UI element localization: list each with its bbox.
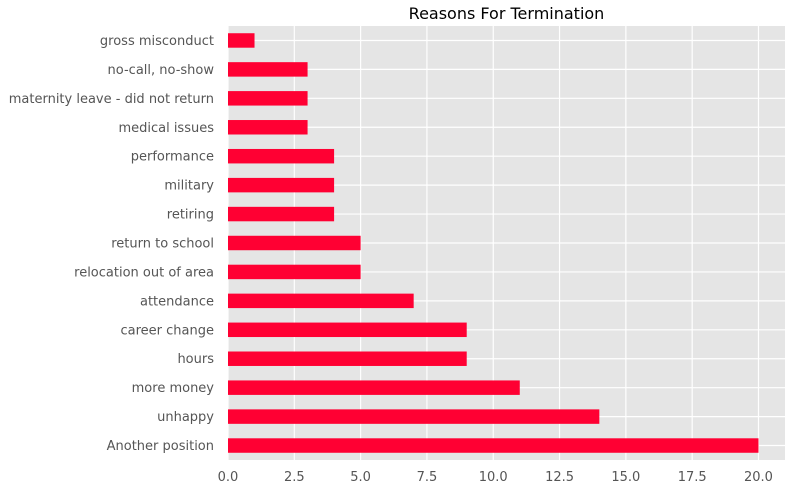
x-tick-label: 12.5 xyxy=(545,470,574,485)
x-tick-label: 2.5 xyxy=(284,470,305,485)
bar xyxy=(228,322,467,338)
bar xyxy=(228,264,361,280)
bar xyxy=(228,148,335,164)
y-tick-label: career change xyxy=(121,323,215,338)
x-tick-labels: 0.0 2.5 5.0 7.5 10.0 12.5 15.0 17.5 20.0 xyxy=(218,470,773,485)
y-tick-label: medical issues xyxy=(118,121,214,136)
x-tick-label: 5.0 xyxy=(350,470,371,485)
x-tick-label: 10.0 xyxy=(479,470,508,485)
y-tick-label: hours xyxy=(177,352,214,367)
bar xyxy=(228,177,335,193)
bar xyxy=(228,62,308,77)
y-tick-label: unhappy xyxy=(157,410,214,425)
y-tick-label: gross misconduct xyxy=(100,34,214,49)
bar xyxy=(228,33,255,48)
bar xyxy=(228,206,335,222)
bar xyxy=(228,120,308,135)
x-tick-label: 0.0 xyxy=(218,470,239,485)
y-tick-label: no-call, no-show xyxy=(108,63,215,78)
bar xyxy=(228,91,308,106)
bars xyxy=(228,33,759,453)
y-tick-label: Another position xyxy=(107,439,214,454)
bar xyxy=(228,351,467,366)
bar xyxy=(228,380,520,395)
x-tick-label: 15.0 xyxy=(611,470,640,485)
x-tick-label: 7.5 xyxy=(417,470,438,485)
y-tick-label: performance xyxy=(131,150,214,165)
bar xyxy=(228,235,361,251)
y-tick-labels: Another position unhappy more money hours ca… xyxy=(9,34,215,454)
y-tick-label: attendance xyxy=(140,294,214,309)
y-tick-label: more money xyxy=(132,381,215,396)
y-tick-label: relocation out of area xyxy=(74,265,214,280)
bar xyxy=(228,409,600,424)
y-tick-label: military xyxy=(164,179,214,194)
chart-title: Reasons For Termination xyxy=(409,4,605,23)
bar xyxy=(228,438,759,453)
y-tick-label: retiring xyxy=(167,208,214,223)
y-tick-label: return to school xyxy=(111,237,214,252)
y-tick-label: maternity leave - did not return xyxy=(9,92,214,107)
bar xyxy=(228,293,414,309)
x-tick-label: 20.0 xyxy=(744,470,773,485)
x-tick-label: 17.5 xyxy=(678,470,707,485)
